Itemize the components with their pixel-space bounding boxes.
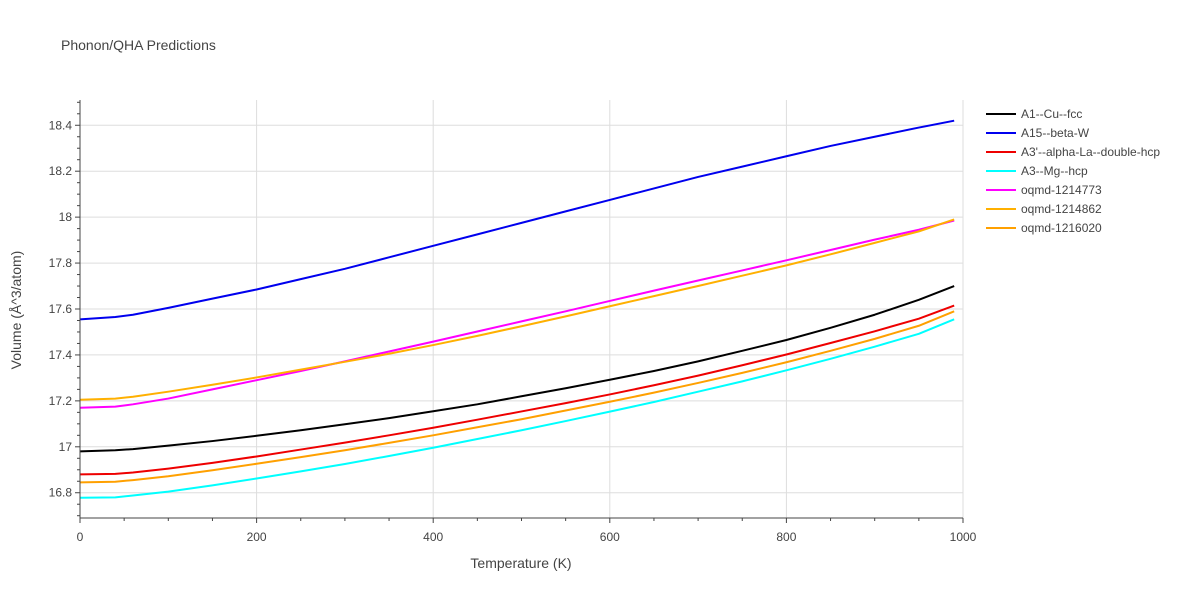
legend-label: oqmd-1214773 — [1021, 183, 1102, 197]
y-tick-label: 16.8 — [49, 486, 73, 500]
legend-item[interactable]: oqmd-1214862 — [986, 202, 1102, 216]
y-tick-label: 18 — [59, 210, 73, 224]
legend-item[interactable]: oqmd-1216020 — [986, 221, 1102, 235]
legend-item[interactable]: A3'--alpha-La--double-hcp — [986, 145, 1160, 159]
y-axis-title: Volume (Å^3/atom) — [8, 251, 24, 370]
legend-label: A3'--alpha-La--double-hcp — [1021, 145, 1160, 159]
x-tick-label: 600 — [600, 530, 620, 544]
legend-item[interactable]: A15--beta-W — [986, 126, 1090, 140]
legend-label: A15--beta-W — [1021, 126, 1090, 140]
legend-item[interactable]: A1--Cu--fcc — [986, 107, 1082, 121]
x-tick-label: 1000 — [950, 530, 977, 544]
x-axis-title: Temperature (K) — [470, 555, 571, 571]
series-lines — [79, 119, 955, 499]
chart-title: Phonon/QHA Predictions — [61, 37, 216, 53]
series-line-3 — [79, 318, 955, 499]
series-line-0 — [79, 285, 955, 453]
series-line-2 — [79, 304, 955, 476]
y-tick-label: 17.4 — [49, 348, 73, 362]
legend-label: oqmd-1216020 — [1021, 221, 1102, 235]
y-tick-label: 17.2 — [49, 394, 73, 408]
y-tick-label: 17.8 — [49, 256, 73, 270]
x-tick-label: 200 — [247, 530, 267, 544]
series-line-4 — [79, 219, 955, 409]
legend-label: A1--Cu--fcc — [1021, 107, 1082, 121]
axes: 0 200 400 600 800 1000 16.8 17 17.2 17.4 17.6 17.8 1… — [49, 100, 977, 544]
legend[interactable]: A1--Cu--fcc A15--beta-W A3'--alpha-La--dou… — [986, 107, 1160, 235]
legend-item[interactable]: A3--Mg--hcp — [986, 164, 1088, 178]
y-tick-label: 17 — [59, 440, 73, 454]
x-tick-label: 800 — [776, 530, 796, 544]
y-tick-label: 17.6 — [49, 302, 73, 316]
y-tick-label: 18.4 — [49, 118, 73, 132]
legend-item[interactable]: oqmd-1214773 — [986, 183, 1102, 197]
series-line-6 — [79, 310, 955, 484]
legend-label: A3--Mg--hcp — [1021, 164, 1088, 178]
x-tick-label: 0 — [77, 530, 84, 544]
x-tick-label: 400 — [423, 530, 443, 544]
y-tick-label: 18.2 — [49, 164, 73, 178]
series-line-1 — [79, 119, 955, 321]
series-line-5 — [79, 218, 955, 401]
grid — [80, 100, 964, 518]
legend-label: oqmd-1214862 — [1021, 202, 1102, 216]
